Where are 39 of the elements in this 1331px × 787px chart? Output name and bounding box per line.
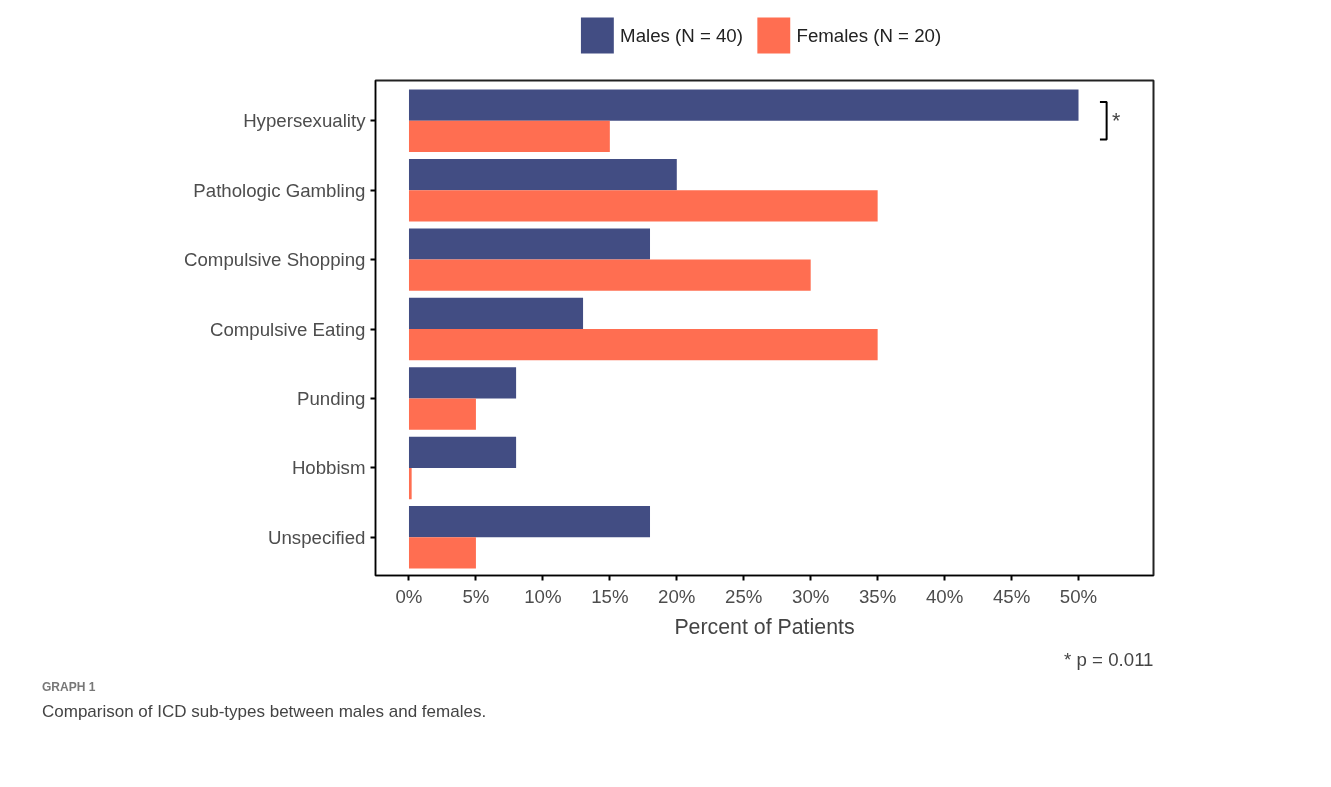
text: * p = 0.011 [1064,648,1154,670]
y-tick-label: Pathologic Gambling [193,179,366,201]
bar [408,398,476,430]
bar [408,120,610,153]
bar [408,89,1079,121]
x-tick-label: 35% [858,585,897,607]
x-tick-label: 25% [725,585,763,607]
y-tick-label: Hobbism [291,457,366,479]
y-tick-label: Punding [297,387,366,409]
y-tick-label: Unspecified [268,526,366,548]
bar [408,297,584,330]
x-tick-label: 15% [591,585,629,607]
legend-label: Females (N = 20) [796,25,942,46]
x-tick-label: 30% [792,585,830,607]
bar [408,329,878,361]
bar [408,259,811,291]
bar [408,436,517,468]
bar [408,228,651,260]
y-tick-label: Compulsive Eating [209,318,366,340]
x-tick-label: 10% [524,585,562,607]
bar [408,537,476,569]
bar [408,158,677,191]
y-tick-label: Hypersexuality [243,110,367,132]
x-tick-label: 45% [992,585,1031,607]
bar [408,190,878,222]
y-tick-label: Compulsive Shopping [184,249,366,271]
bar [408,467,412,500]
legend-label: Males (N = 40) [620,25,743,46]
x-tick-label: 20% [658,585,696,607]
text: Comparison of ICD sub-types between males and females. [42,701,487,724]
x-tick-label: 40% [925,585,964,607]
bar [408,367,517,399]
x-tick-label: 5% [462,585,490,607]
x-axis-title: Percent of Patients [674,614,855,639]
x-tick-label: 0% [395,585,423,607]
bar [408,506,651,538]
text: GRAPH 1 [42,679,97,696]
x-tick-label: 50% [1059,585,1098,607]
annotation: * [1111,108,1121,133]
